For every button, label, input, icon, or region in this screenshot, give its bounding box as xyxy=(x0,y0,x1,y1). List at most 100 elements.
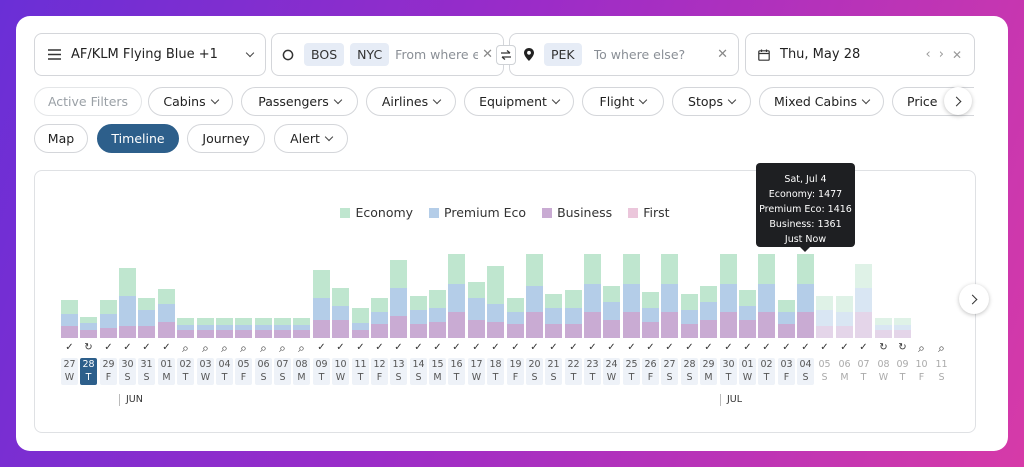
date-cell[interactable]: 30 T xyxy=(720,358,737,385)
bar-business[interactable] xyxy=(100,328,117,338)
check-icon[interactable]: ✓ xyxy=(704,342,713,353)
bar-business[interactable] xyxy=(138,326,155,338)
check-icon[interactable]: ✓ xyxy=(646,342,655,353)
date-cell[interactable]: 27 W xyxy=(61,358,78,385)
check-icon[interactable]: ✓ xyxy=(433,342,442,353)
search-icon[interactable]: ⌕ xyxy=(298,341,305,355)
bar-economy[interactable] xyxy=(797,254,814,284)
bar-premium-eco[interactable] xyxy=(216,325,233,330)
search-icon[interactable]: ⌕ xyxy=(240,341,247,355)
bar-premium-eco[interactable] xyxy=(681,310,698,324)
date-cell[interactable]: 14 S xyxy=(410,358,427,385)
check-icon[interactable]: ✓ xyxy=(762,342,771,353)
date-cell[interactable]: 03 F xyxy=(778,358,795,385)
bar-business[interactable] xyxy=(158,322,175,338)
bar-premium-eco[interactable] xyxy=(720,284,737,312)
date-cell[interactable]: 15 M xyxy=(429,358,446,385)
bar-economy[interactable] xyxy=(138,298,155,310)
date-cell[interactable]: 03 W xyxy=(197,358,214,385)
bar-economy[interactable] xyxy=(720,254,737,284)
date-cell[interactable]: 10 F xyxy=(913,358,930,385)
view-map[interactable]: Map xyxy=(34,124,88,153)
bar-business[interactable] xyxy=(390,316,407,338)
check-icon[interactable]: ✓ xyxy=(665,342,674,353)
bar-economy[interactable] xyxy=(119,268,136,296)
legend-first[interactable]: First xyxy=(628,205,670,220)
bar-premium-eco[interactable] xyxy=(894,325,911,330)
legend-economy[interactable]: Economy xyxy=(340,205,413,220)
date-cell[interactable]: 09 T xyxy=(313,358,330,385)
bar-business[interactable] xyxy=(739,320,756,338)
date-cell[interactable]: 24 W xyxy=(603,358,620,385)
filter-equipment[interactable]: Equipment xyxy=(464,87,574,116)
bar-business[interactable] xyxy=(332,320,349,338)
bar-business[interactable] xyxy=(836,326,853,338)
bar-economy[interactable] xyxy=(758,254,775,284)
date-cell[interactable]: 08 W xyxy=(875,358,892,385)
bar-business[interactable] xyxy=(487,322,504,338)
date-cell[interactable]: 06 M xyxy=(836,358,853,385)
search-icon[interactable]: ⌕ xyxy=(202,341,209,355)
bar-business[interactable] xyxy=(545,324,562,338)
bar-economy[interactable] xyxy=(661,254,678,284)
date-cell[interactable]: 16 T xyxy=(448,358,465,385)
check-icon[interactable]: ✓ xyxy=(607,342,616,353)
bar-business[interactable] xyxy=(797,312,814,338)
check-icon[interactable]: ✓ xyxy=(317,342,326,353)
bar-premium-eco[interactable] xyxy=(255,325,272,330)
bar-economy[interactable] xyxy=(894,318,911,325)
bar-premium-eco[interactable] xyxy=(661,284,678,312)
search-icon[interactable]: ⌕ xyxy=(279,341,286,355)
bar-economy[interactable] xyxy=(642,292,659,308)
date-cell[interactable]: 04 T xyxy=(216,358,233,385)
search-icon[interactable]: ⌕ xyxy=(221,341,228,355)
search-icon[interactable]: ⌕ xyxy=(182,341,189,355)
bar-premium-eco[interactable] xyxy=(352,323,369,330)
date-cell[interactable]: 11 T xyxy=(352,358,369,385)
bar-business[interactable] xyxy=(61,326,78,338)
check-icon[interactable]: ✓ xyxy=(859,342,868,353)
bar-premium-eco[interactable] xyxy=(235,325,252,330)
date-cell[interactable]: 09 T xyxy=(894,358,911,385)
check-icon[interactable]: ✓ xyxy=(511,342,520,353)
check-icon[interactable]: ✓ xyxy=(394,342,403,353)
check-icon[interactable]: ✓ xyxy=(627,342,636,353)
date-cell[interactable]: 25 T xyxy=(623,358,640,385)
bar-economy[interactable] xyxy=(274,318,291,325)
bar-business[interactable] xyxy=(584,312,601,338)
date-cell[interactable]: 29 F xyxy=(100,358,117,385)
check-icon[interactable]: ✓ xyxy=(104,342,113,353)
bar-premium-eco[interactable] xyxy=(507,312,524,324)
check-icon[interactable]: ✓ xyxy=(724,342,733,353)
close-icon[interactable]: ✕ xyxy=(482,47,493,62)
check-icon[interactable]: ✓ xyxy=(801,342,810,353)
bar-business[interactable] xyxy=(681,324,698,338)
bar-business[interactable] xyxy=(80,330,97,338)
bar-premium-eco[interactable] xyxy=(816,310,833,326)
date-cell[interactable]: 18 T xyxy=(487,358,504,385)
bar-economy[interactable] xyxy=(371,298,388,312)
date-cell[interactable]: 07 T xyxy=(855,358,872,385)
date-cell[interactable]: 21 S xyxy=(545,358,562,385)
filter-active-filters[interactable]: Active Filters xyxy=(34,87,142,116)
bar-economy[interactable] xyxy=(197,318,214,325)
bar-business[interactable] xyxy=(661,312,678,338)
bar-premium-eco[interactable] xyxy=(487,304,504,322)
check-icon[interactable]: ✓ xyxy=(820,342,829,353)
bar-business[interactable] xyxy=(410,324,427,338)
check-icon[interactable]: ✓ xyxy=(569,342,578,353)
filter-mixed-cabins[interactable]: Mixed Cabins xyxy=(759,87,884,116)
bar-economy[interactable] xyxy=(545,294,562,308)
filters-scroll-right-button[interactable] xyxy=(944,87,972,115)
date-cell[interactable]: 10 W xyxy=(332,358,349,385)
close-icon[interactable]: ✕ xyxy=(951,47,962,62)
bar-business[interactable] xyxy=(623,312,640,338)
bar-economy[interactable] xyxy=(623,254,640,284)
bar-economy[interactable] xyxy=(507,298,524,312)
check-icon[interactable]: ✓ xyxy=(452,342,461,353)
bar-economy[interactable] xyxy=(778,300,795,312)
check-icon[interactable]: ✓ xyxy=(375,342,384,353)
bar-business[interactable] xyxy=(758,312,775,338)
view-timeline[interactable]: Timeline xyxy=(97,124,179,153)
check-icon[interactable]: ✓ xyxy=(840,342,849,353)
